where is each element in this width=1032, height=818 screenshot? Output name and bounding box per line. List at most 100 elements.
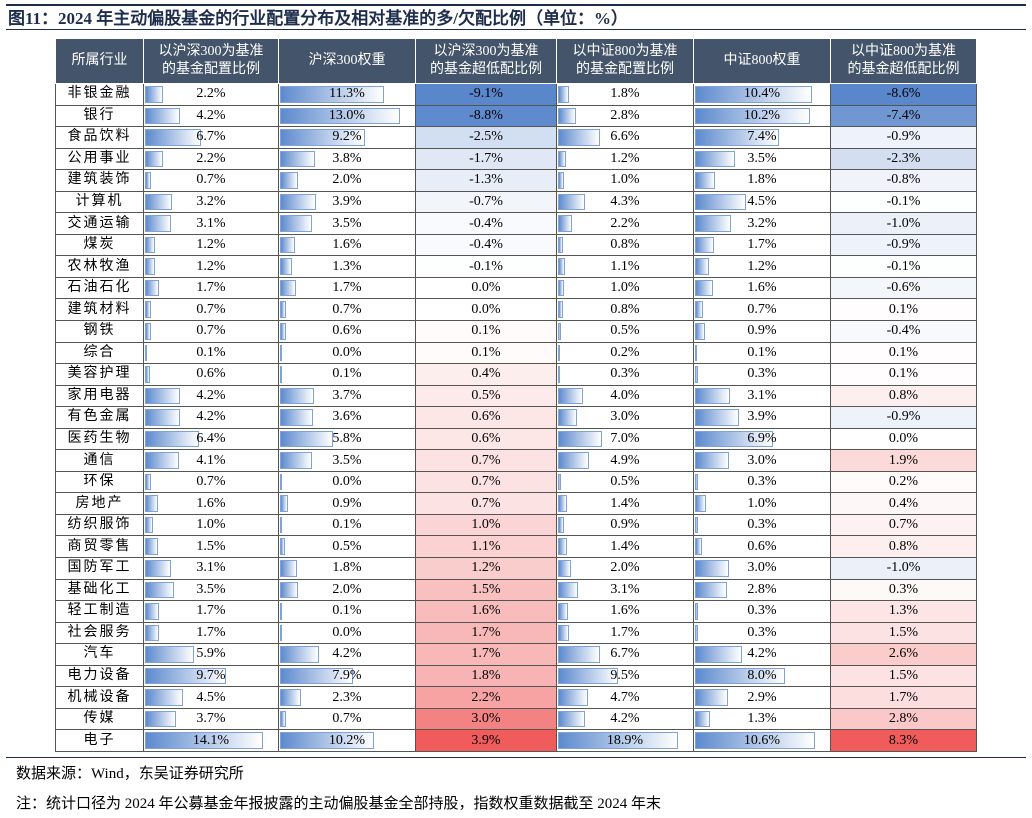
value-cell: 1.0% [143,513,279,537]
value-cell: 3.2% [693,212,831,235]
data-bar [695,667,786,685]
cell-text: 0.7% [196,323,226,339]
data-bar [695,366,699,383]
data-bar [280,387,315,405]
cell-text: 6.7% [610,646,640,662]
value-cell: 1.0% [693,492,831,515]
value-cell: 2.8% [830,707,977,731]
value-cell: 0.0% [830,427,977,451]
cell-text: 5.8% [332,431,362,447]
value-cell: 2.9% [693,686,831,709]
data-bar [280,732,374,749]
table-row: 计算机 3.2% 3.9% -0.7% 4.3% 4.5% -0.1% [55,190,977,214]
value-cell: 4.2% [143,406,279,429]
data-bar [695,581,727,599]
data-bar [558,215,572,232]
cell-text: -8.8% [469,107,503,123]
data-bar [145,732,263,749]
data-bar [145,86,164,103]
cell-text: 1.1% [471,538,501,554]
cell-text: 0.1% [196,344,226,360]
value-cell: 0.7% [830,513,977,537]
value-cell: 1.6% [415,600,557,623]
table-row: 传媒 3.7% 0.7% 3.0% 4.2% 1.3% 2.8% [55,707,977,731]
cell-text: 2.3% [332,689,362,705]
value-cell: 1.8% [556,83,694,106]
value-cell: 0.3% [830,578,977,602]
value-cell: 6.4% [143,427,279,451]
cell-text: 0.3% [747,517,777,533]
data-bar [145,581,175,599]
cell-text: -0.1% [886,194,921,209]
data-bar [145,538,158,556]
cell-text: 5.9% [196,646,226,662]
cell-text: 0.5% [332,538,362,554]
cell-text: 1.7% [888,689,919,705]
data-bar [558,301,564,319]
value-cell: 0.2% [556,341,694,365]
cell-text: 1.0% [610,172,640,188]
value-cell: 1.8% [278,557,416,580]
cell-text: 3.5% [332,452,362,468]
cell-text: 7.9% [332,668,362,684]
table-row: 公用事业 2.2% 3.8% -1.7% 1.2% 3.5% -2.3% [55,147,977,171]
value-cell: 0.6% [415,427,557,451]
value-cell: -0.1% [830,255,977,278]
value-cell: 4.7% [556,686,694,709]
data-bar [695,344,697,362]
data-bar [558,473,562,491]
cell-text: 1.1% [610,258,640,274]
data-bar [558,150,566,168]
cell-text: 0.2% [888,474,919,490]
cell-text: 3.0% [747,452,777,468]
table-row: 建筑装饰 0.7% 2.0% -1.3% 1.0% 1.8% -0.8% [55,169,977,192]
value-cell: 2.0% [556,557,694,580]
value-cell: -0.6% [830,276,977,300]
cell-text: 0.7% [888,517,919,533]
value-cell: 0.2% [830,470,977,494]
cell-text: 1.2% [610,150,640,166]
data-bar [145,560,171,577]
data-bar [145,646,195,663]
table-row: 煤炭 1.2% 1.6% -0.4% 0.8% 1.7% -0.9% [55,233,977,257]
cell-text: 1.4% [610,495,640,511]
data-bar [695,646,743,663]
table-row: 汽车 5.9% 4.2% 1.7% 6.7% 4.2% 2.6% [55,643,977,666]
table-row: 社会服务 1.7% 0.0% 1.7% 1.7% 0.3% 1.5% [55,621,977,645]
value-cell: -7.4% [830,104,977,128]
value-cell: -2.5% [415,126,557,149]
value-cell: 3.0% [415,707,557,731]
cell-text: 1.8% [332,560,362,576]
cell-text: 2.0% [332,581,362,597]
value-cell: 3.5% [278,449,416,472]
cell-text: 0.1% [888,344,919,360]
value-cell: 1.7% [143,276,279,300]
value-cell: 1.3% [693,707,831,731]
cell-text: 0.7% [471,452,501,468]
value-cell: 1.8% [415,664,557,688]
value-cell: 7.4% [693,126,831,149]
data-bar [145,624,160,642]
table-body: 非银金融 2.2% 11.3% -9.1% 1.8% 10.4% -8.6% 银行 4.2% 13… [55,83,977,752]
value-cell: 0.7% [143,320,279,343]
data-bar [280,107,400,125]
cell-text: 3.1% [747,387,777,403]
value-cell: 3.0% [556,406,694,429]
value-cell: 11.3% [278,83,416,106]
value-cell: 1.0% [556,169,694,192]
industry-cell: 非银金融 [55,83,144,106]
industry-cell: 综合 [55,341,144,365]
data-bar [145,107,181,125]
value-cell: 5.8% [278,427,416,451]
cell-text: 7.0% [610,431,640,447]
value-cell: 0.3% [693,513,831,537]
value-cell: 9.2% [278,126,416,149]
value-cell: 2.3% [278,686,416,709]
data-bar [695,732,815,749]
value-cell: 2.6% [830,643,977,666]
cell-text: 8.3% [888,732,919,748]
value-cell: 8.0% [693,664,831,688]
value-cell: 3.1% [556,578,694,602]
cell-text: 3.9% [471,732,501,748]
data-bar [558,387,584,405]
